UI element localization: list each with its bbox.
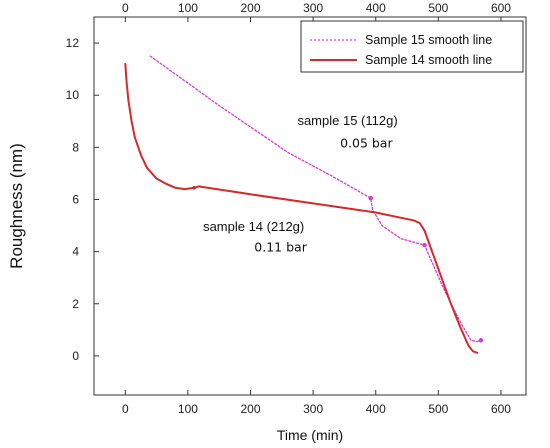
x-tick-label-top: 400 [366, 1, 386, 15]
series-line-sample-14 [124, 62, 479, 354]
legend-box [300, 20, 524, 73]
tick-layer: 0 100 200 300 400 500 600 0 100 200 300 400 500 600 0 2… [66, 1, 512, 416]
x-tick-label-top: 0 [122, 1, 129, 15]
y-tick-label: 10 [66, 88, 80, 102]
annotation-label: 0.05 bar [340, 135, 393, 150]
y-tick-label: 8 [72, 140, 79, 154]
x-tick-label-bottom: 400 [366, 402, 386, 416]
y-tick-label: 2 [72, 297, 79, 311]
annotation-layer: sample 15 (112g) 0.05 bar sample 14 (212g)… [203, 113, 398, 254]
x-tick-label-top: 500 [428, 1, 448, 15]
x-tick-label-bottom: 500 [428, 402, 448, 416]
series-layer [124, 55, 484, 354]
y-tick-label: 4 [72, 245, 79, 259]
annotation-label: sample 15 (112g) [297, 113, 397, 128]
x-tick-label-top: 600 [491, 1, 511, 15]
x-tick-label-bottom: 100 [178, 402, 198, 416]
legend-label-sample-14: Sample 14 smooth line [365, 53, 492, 67]
x-tick-label-top: 300 [303, 1, 323, 15]
series-marker-sample-14 [192, 185, 196, 190]
y-tick-label: 6 [72, 192, 79, 206]
y-tick-label: 0 [72, 349, 79, 363]
x-tick-label-bottom: 600 [491, 402, 511, 416]
x-tick-label-bottom: 0 [122, 402, 129, 416]
y-tick-label: 12 [66, 36, 80, 50]
plot-frame [93, 16, 527, 396]
series-marker-sample-15 [368, 195, 373, 201]
series-marker-sample-15 [422, 242, 427, 248]
series-line-sample-15 [149, 55, 482, 343]
x-axis-title: Time (min) [277, 427, 343, 443]
legend: Sample 15 smooth line Sample 14 smooth l… [300, 20, 524, 73]
x-tick-label-bottom: 200 [241, 402, 261, 416]
series-marker-sample-15 [478, 338, 484, 343]
legend-label-sample-15: Sample 15 smooth line [365, 33, 492, 47]
x-tick-label-bottom: 300 [303, 402, 323, 416]
x-tick-label-top: 100 [178, 1, 198, 15]
x-tick-label-top: 200 [241, 1, 261, 15]
y-axis-title: Roughness (nm) [7, 143, 26, 269]
annotation-label: sample 14 (212g) [203, 219, 304, 234]
annotation-label: 0.11 bar [254, 240, 307, 255]
